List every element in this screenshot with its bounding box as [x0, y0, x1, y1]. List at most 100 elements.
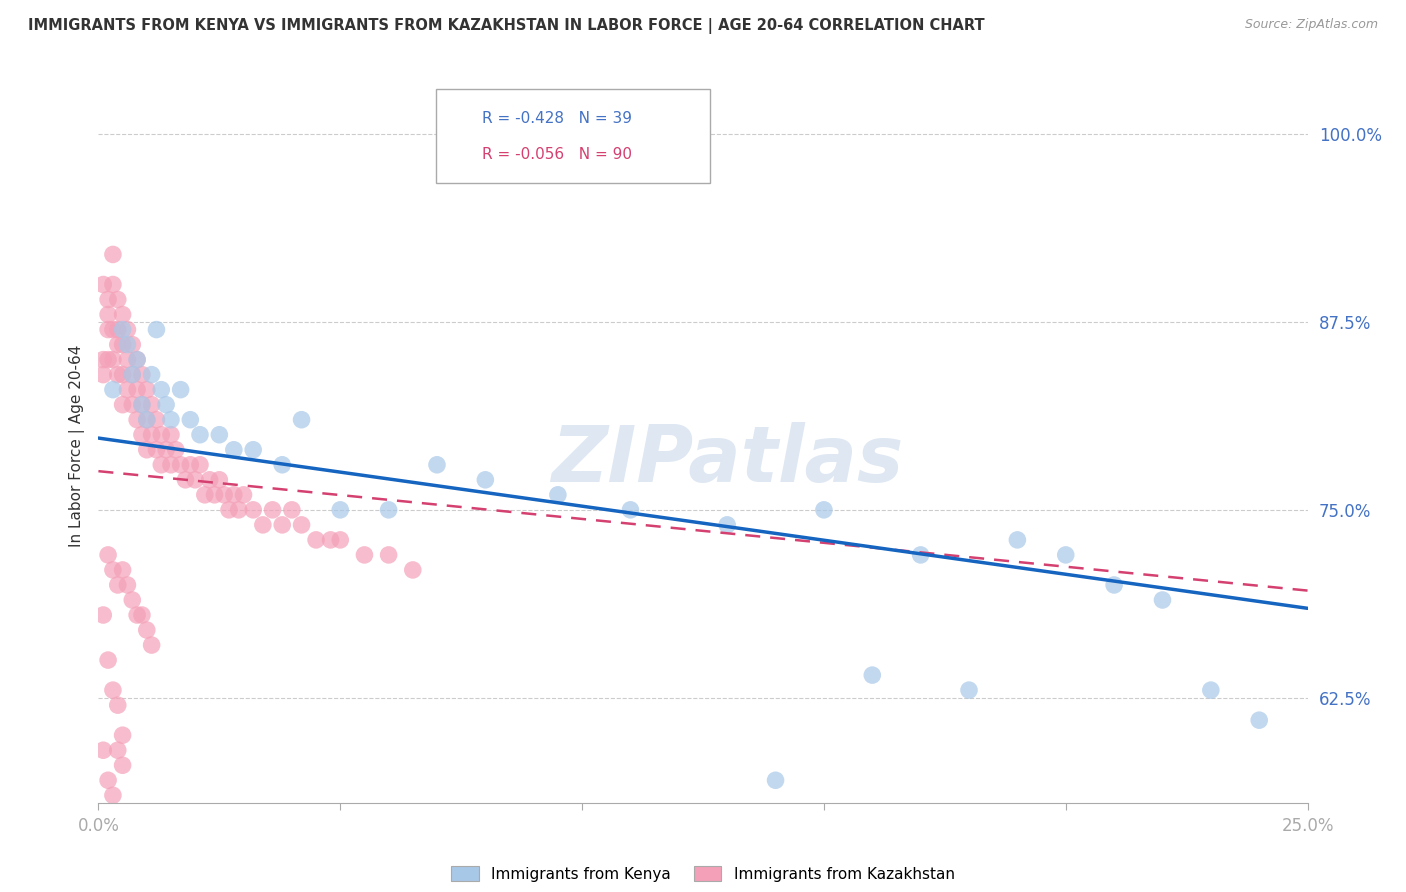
Point [1152, 593, 1174, 607]
Point [547, 488, 569, 502]
Point [353, 548, 375, 562]
Point [174, 473, 197, 487]
Point [91, 607, 114, 622]
Point [91, 743, 114, 757]
Point [107, 322, 129, 336]
Point [228, 503, 250, 517]
Point [131, 368, 153, 382]
Point [619, 503, 641, 517]
Point [127, 607, 149, 622]
Point [150, 458, 173, 472]
Point [222, 488, 245, 502]
Point [141, 368, 163, 382]
Point [131, 607, 153, 622]
Point [131, 398, 153, 412]
Point [474, 473, 496, 487]
Point [117, 322, 139, 336]
Point [271, 517, 294, 532]
Point [155, 442, 177, 457]
Point [145, 442, 167, 457]
Point [145, 413, 167, 427]
Point [107, 337, 129, 351]
Point [117, 383, 139, 397]
Point [179, 413, 201, 427]
Point [212, 488, 235, 502]
Point [135, 623, 157, 637]
Point [957, 683, 980, 698]
Point [290, 413, 312, 427]
Point [111, 322, 134, 336]
Point [91, 352, 114, 367]
Point [101, 247, 124, 261]
Point [252, 517, 274, 532]
Point [194, 488, 217, 502]
Point [135, 383, 157, 397]
Point [1199, 683, 1222, 698]
Point [101, 277, 124, 292]
Point [111, 398, 134, 412]
Point [121, 368, 143, 382]
Point [179, 458, 201, 472]
Text: R = -0.056   N = 90: R = -0.056 N = 90 [482, 147, 633, 161]
Point [121, 337, 143, 351]
Point [121, 368, 143, 382]
Point [131, 427, 153, 442]
Point [208, 473, 231, 487]
Point [135, 442, 157, 457]
Point [160, 413, 183, 427]
Point [97, 293, 120, 307]
Point [111, 337, 134, 351]
Point [208, 427, 231, 442]
Point [127, 413, 149, 427]
Point [101, 683, 124, 698]
Point [107, 743, 129, 757]
Point [97, 653, 120, 667]
Y-axis label: In Labor Force | Age 20-64: In Labor Force | Age 20-64 [69, 345, 84, 547]
Point [242, 503, 264, 517]
Point [169, 383, 191, 397]
Point [145, 322, 167, 336]
Point [111, 368, 134, 382]
Point [121, 398, 143, 412]
Text: Source: ZipAtlas.com: Source: ZipAtlas.com [1244, 18, 1378, 31]
Point [107, 578, 129, 592]
Point [141, 427, 163, 442]
Point [1054, 548, 1077, 562]
Point [127, 352, 149, 367]
Point [155, 398, 177, 412]
Legend: Immigrants from Kenya, Immigrants from Kazakhstan: Immigrants from Kenya, Immigrants from K… [446, 860, 960, 888]
Point [160, 458, 183, 472]
Point [198, 473, 221, 487]
Point [377, 503, 399, 517]
Point [232, 488, 254, 502]
Point [111, 758, 134, 772]
Point [402, 563, 425, 577]
Point [107, 293, 129, 307]
Point [111, 728, 134, 742]
Point [117, 578, 139, 592]
Point [141, 638, 163, 652]
Point [107, 368, 129, 382]
Point [1102, 578, 1125, 592]
Point [127, 383, 149, 397]
Point [97, 773, 120, 788]
Point [111, 563, 134, 577]
Point [127, 352, 149, 367]
Point [860, 668, 883, 682]
Point [97, 548, 120, 562]
Point [150, 427, 173, 442]
Point [121, 593, 143, 607]
Point [91, 277, 114, 292]
Point [1249, 713, 1271, 727]
Point [101, 383, 124, 397]
Text: ZIPatlas: ZIPatlas [551, 422, 903, 499]
Point [101, 322, 124, 336]
Point [91, 368, 114, 382]
Point [910, 548, 932, 562]
Point [281, 503, 304, 517]
Point [765, 773, 787, 788]
Point [222, 442, 245, 457]
Point [262, 503, 284, 517]
Point [188, 458, 211, 472]
Point [165, 442, 187, 457]
